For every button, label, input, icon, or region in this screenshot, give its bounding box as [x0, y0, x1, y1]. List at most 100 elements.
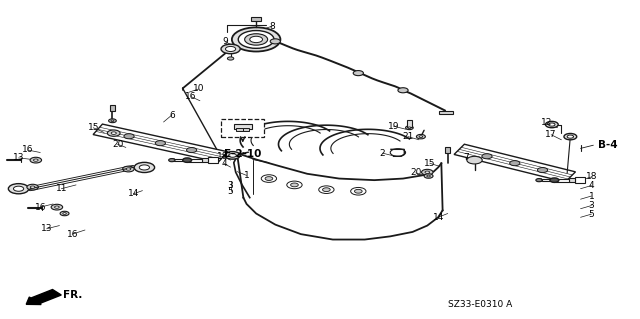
Circle shape [63, 212, 67, 214]
Text: FR.: FR. [63, 290, 83, 300]
Text: 21: 21 [403, 132, 414, 141]
Polygon shape [186, 159, 202, 162]
Bar [243, 128, 249, 131]
Circle shape [427, 175, 430, 177]
Text: 19: 19 [388, 122, 399, 131]
Circle shape [30, 186, 35, 188]
Text: 20: 20 [112, 140, 124, 149]
Circle shape [323, 188, 330, 192]
Circle shape [111, 132, 116, 134]
Circle shape [228, 153, 236, 157]
Text: 13: 13 [13, 153, 24, 162]
Text: 10: 10 [193, 85, 204, 93]
FancyBboxPatch shape [221, 119, 264, 137]
Circle shape [406, 126, 413, 130]
Circle shape [355, 189, 362, 193]
Bar [236, 128, 243, 131]
Circle shape [238, 31, 274, 48]
Text: E-2-10: E-2-10 [224, 149, 261, 159]
Text: 18: 18 [586, 173, 597, 182]
Circle shape [408, 127, 411, 129]
Circle shape [509, 160, 520, 166]
Circle shape [60, 211, 69, 216]
Text: SZ33-E0310 A: SZ33-E0310 A [447, 300, 512, 308]
Circle shape [550, 178, 559, 182]
Circle shape [8, 184, 29, 194]
Text: 20: 20 [410, 168, 422, 177]
Text: 1: 1 [589, 191, 595, 201]
Bar [407, 120, 412, 127]
FancyArrow shape [26, 290, 61, 305]
Circle shape [124, 134, 134, 139]
Circle shape [567, 135, 573, 138]
Text: 17: 17 [545, 130, 557, 139]
Text: 4: 4 [221, 159, 227, 168]
Circle shape [351, 188, 366, 195]
Text: 5: 5 [589, 210, 595, 219]
Circle shape [225, 47, 236, 51]
Circle shape [186, 147, 196, 152]
Text: 6: 6 [169, 111, 175, 120]
Text: 3: 3 [228, 181, 234, 190]
Polygon shape [575, 177, 585, 183]
Circle shape [156, 141, 166, 146]
Circle shape [13, 186, 24, 191]
Text: 18: 18 [217, 152, 228, 161]
Text: 16: 16 [22, 145, 33, 154]
Circle shape [467, 156, 482, 164]
Text: 3: 3 [589, 201, 595, 210]
Polygon shape [174, 159, 186, 161]
Circle shape [51, 204, 63, 210]
Circle shape [398, 88, 408, 93]
Circle shape [54, 206, 59, 208]
Text: 11: 11 [56, 184, 67, 193]
Polygon shape [569, 178, 575, 182]
Circle shape [227, 57, 234, 60]
Circle shape [30, 157, 42, 163]
Text: B-4: B-4 [598, 140, 618, 150]
Circle shape [232, 27, 280, 51]
Circle shape [182, 158, 191, 162]
Circle shape [424, 174, 433, 178]
Circle shape [425, 171, 429, 173]
Polygon shape [170, 159, 174, 161]
Circle shape [564, 133, 577, 140]
Circle shape [538, 167, 548, 173]
Text: 16: 16 [67, 230, 78, 239]
Circle shape [109, 119, 116, 123]
Text: 8: 8 [269, 22, 275, 31]
Text: 7: 7 [463, 153, 468, 162]
Bar [234, 124, 252, 129]
Text: 1: 1 [244, 171, 250, 180]
Circle shape [27, 184, 38, 190]
Polygon shape [454, 144, 575, 182]
Polygon shape [537, 179, 541, 182]
Circle shape [140, 165, 150, 170]
Circle shape [250, 36, 262, 43]
Bar [251, 17, 261, 21]
Circle shape [353, 70, 364, 76]
Text: 13: 13 [41, 224, 52, 233]
Circle shape [291, 183, 298, 187]
Circle shape [111, 120, 114, 122]
Circle shape [169, 159, 175, 162]
Text: 16: 16 [185, 92, 196, 101]
Text: 2: 2 [380, 149, 385, 158]
Circle shape [126, 168, 131, 170]
Circle shape [134, 162, 155, 173]
Polygon shape [553, 179, 569, 182]
Polygon shape [541, 179, 553, 182]
Circle shape [417, 134, 426, 139]
Bar [440, 111, 454, 115]
Bar [445, 147, 451, 153]
Text: 15: 15 [424, 159, 436, 168]
Circle shape [265, 177, 273, 181]
Text: 12: 12 [541, 118, 552, 128]
Circle shape [225, 152, 240, 159]
Bar [110, 105, 115, 111]
Circle shape [244, 34, 268, 45]
Text: 9: 9 [223, 38, 228, 47]
Circle shape [482, 154, 492, 159]
Circle shape [422, 169, 433, 175]
Circle shape [33, 159, 38, 161]
